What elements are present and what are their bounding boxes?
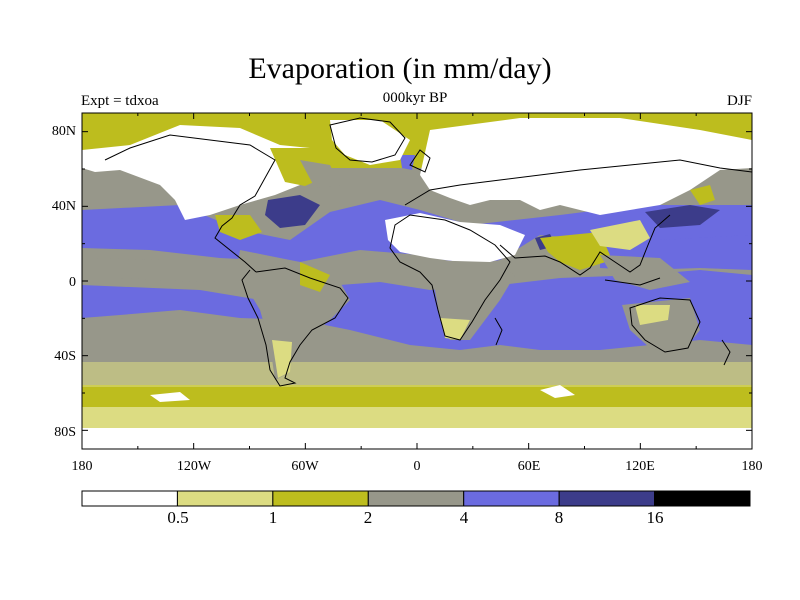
colorbar-swatch [272,490,369,507]
colorbar-label: 8 [555,508,564,527]
lat-tick-label: 40N [52,199,76,214]
lon-tick-label: 180 [72,459,93,474]
colorbar-swatch [176,490,274,507]
evaporation-map [82,113,752,449]
plot-title: Evaporation (in mm/day) [248,52,552,85]
coastlines [104,117,752,387]
lat-tick-label: 40S [54,349,76,364]
lat-tick-label: 0 [69,275,76,290]
lon-tick-label: 120W [177,459,212,474]
lon-tick-label: 0 [414,459,421,474]
colorbar-label: 2 [364,508,373,527]
colorbar [81,490,751,507]
colorbar-label: 4 [460,508,469,527]
colorbar-label: 1 [269,508,278,527]
experiment-label: Expt = tdxoa [81,93,159,109]
lon-tick-label: 60E [518,459,541,474]
colorbar-swatch [463,490,560,507]
colorbar-swatch [558,490,656,507]
colorbar-swatch [81,490,178,507]
lat-tick-label: 80N [52,124,76,139]
lon-tick-label: 180 [742,459,763,474]
season-label: DJF [726,93,752,109]
axis-ticks [81,113,753,449]
lat-tick-label: 80S [54,425,76,440]
colorbar-swatch [367,490,465,507]
plot-subtitle: 000kyr BP [382,90,448,106]
lon-tick-label: 60W [291,459,319,474]
colorbar-label: 16 [647,508,664,527]
colorbar-swatch [654,490,751,507]
colorbar-label: 0.5 [167,508,188,527]
lon-tick-label: 120E [625,459,655,474]
